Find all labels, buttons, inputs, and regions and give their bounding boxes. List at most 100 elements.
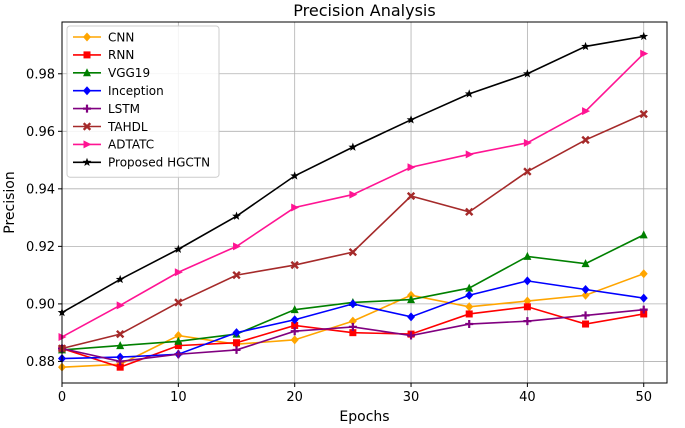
data-point: [640, 49, 649, 58]
plot-area-frame: [61, 21, 668, 384]
data-point: [115, 274, 125, 284]
legend-label: CNN: [108, 30, 134, 44]
data-point: [465, 207, 474, 216]
data-point: [465, 283, 474, 292]
legend-marker: [83, 51, 91, 59]
data-point: [523, 303, 531, 311]
data-point: [290, 335, 299, 345]
data-point: [406, 191, 416, 201]
data-point: [523, 296, 532, 306]
y-tick-label: 0.98: [26, 67, 55, 82]
data-point: [523, 251, 532, 260]
series-layer: [57, 31, 649, 372]
data-point: [465, 290, 474, 300]
data-point: [523, 69, 532, 78]
legend-marker: [82, 157, 92, 167]
data-point: [581, 285, 590, 295]
data-point: [465, 320, 474, 329]
data-point: [174, 298, 183, 307]
data-point: [232, 345, 241, 354]
data-point: [116, 357, 125, 366]
data-point: [174, 350, 183, 359]
data-point: [290, 327, 299, 336]
data-point: [291, 321, 299, 329]
data-point: [348, 299, 357, 309]
data-point: [407, 163, 416, 172]
series-cnn: [58, 269, 648, 372]
data-point: [639, 305, 648, 314]
data-point: [639, 109, 648, 119]
x-axis-label: Epochs: [339, 409, 389, 425]
data-point: [116, 352, 125, 362]
data-point: [465, 302, 474, 312]
data-point: [290, 171, 300, 180]
data-point: [173, 244, 183, 253]
data-point: [582, 320, 590, 328]
legend-label: RNN: [108, 48, 134, 62]
data-point: [348, 322, 357, 331]
data-point: [581, 41, 590, 51]
series-adtatc: [58, 49, 649, 341]
legend-entry: Inception: [73, 84, 164, 98]
data-point: [581, 290, 590, 300]
data-point: [639, 269, 648, 279]
legend-marker: [83, 86, 91, 96]
data-point: [464, 89, 474, 98]
legend-entry: LSTM: [73, 102, 140, 116]
data-point: [639, 31, 649, 41]
x-tick-label: 10: [170, 390, 187, 405]
data-point: [232, 211, 241, 220]
data-point: [348, 142, 358, 151]
data-point: [349, 190, 358, 199]
series-inception: [58, 276, 648, 364]
data-point: [116, 329, 125, 339]
legend-entry: RNN: [73, 48, 134, 62]
data-point: [407, 312, 416, 322]
data-point: [465, 150, 474, 159]
data-point: [116, 363, 124, 371]
y-tick-label: 0.92: [26, 240, 55, 255]
data-point: [639, 293, 648, 303]
data-point: [523, 317, 532, 326]
data-point: [582, 107, 591, 116]
data-point: [174, 268, 183, 277]
legend-marker: [83, 68, 91, 77]
data-point: [233, 339, 241, 347]
legend-label: TAHDL: [107, 120, 148, 134]
x-tick-label: 30: [403, 390, 420, 405]
series-rnn: [58, 303, 648, 371]
data-point: [174, 336, 183, 345]
data-point: [116, 301, 125, 310]
legend-marker: [83, 104, 91, 113]
data-point: [581, 311, 590, 320]
data-point: [581, 135, 590, 145]
legend-marker: [83, 32, 91, 42]
data-point: [349, 329, 357, 337]
legend-entry: ADTATC: [73, 138, 154, 152]
data-point: [465, 310, 473, 318]
legend-label: ADTATC: [108, 138, 154, 152]
data-point: [290, 315, 299, 325]
legend-label: Proposed HGCTN: [108, 156, 210, 170]
y-tick-label: 0.94: [26, 182, 55, 197]
data-point: [232, 328, 241, 338]
data-point: [174, 342, 182, 350]
legend-label: Inception: [108, 84, 164, 98]
y-tick-label: 0.88: [26, 355, 55, 370]
data-point: [523, 276, 532, 286]
x-tick-label: 20: [286, 390, 303, 405]
x-tick-label: 50: [635, 390, 652, 405]
data-point: [407, 295, 416, 304]
y-tick-label: 0.90: [26, 297, 55, 312]
legend-entry: Proposed HGCTN: [73, 156, 210, 170]
legend-entry: CNN: [73, 30, 134, 44]
data-point: [291, 203, 300, 212]
data-point: [290, 305, 299, 314]
data-point: [581, 259, 590, 268]
data-point: [407, 331, 416, 340]
data-point: [348, 247, 358, 257]
data-point: [523, 167, 532, 176]
data-point: [116, 341, 125, 350]
y-axis-label: Precision: [2, 171, 18, 233]
